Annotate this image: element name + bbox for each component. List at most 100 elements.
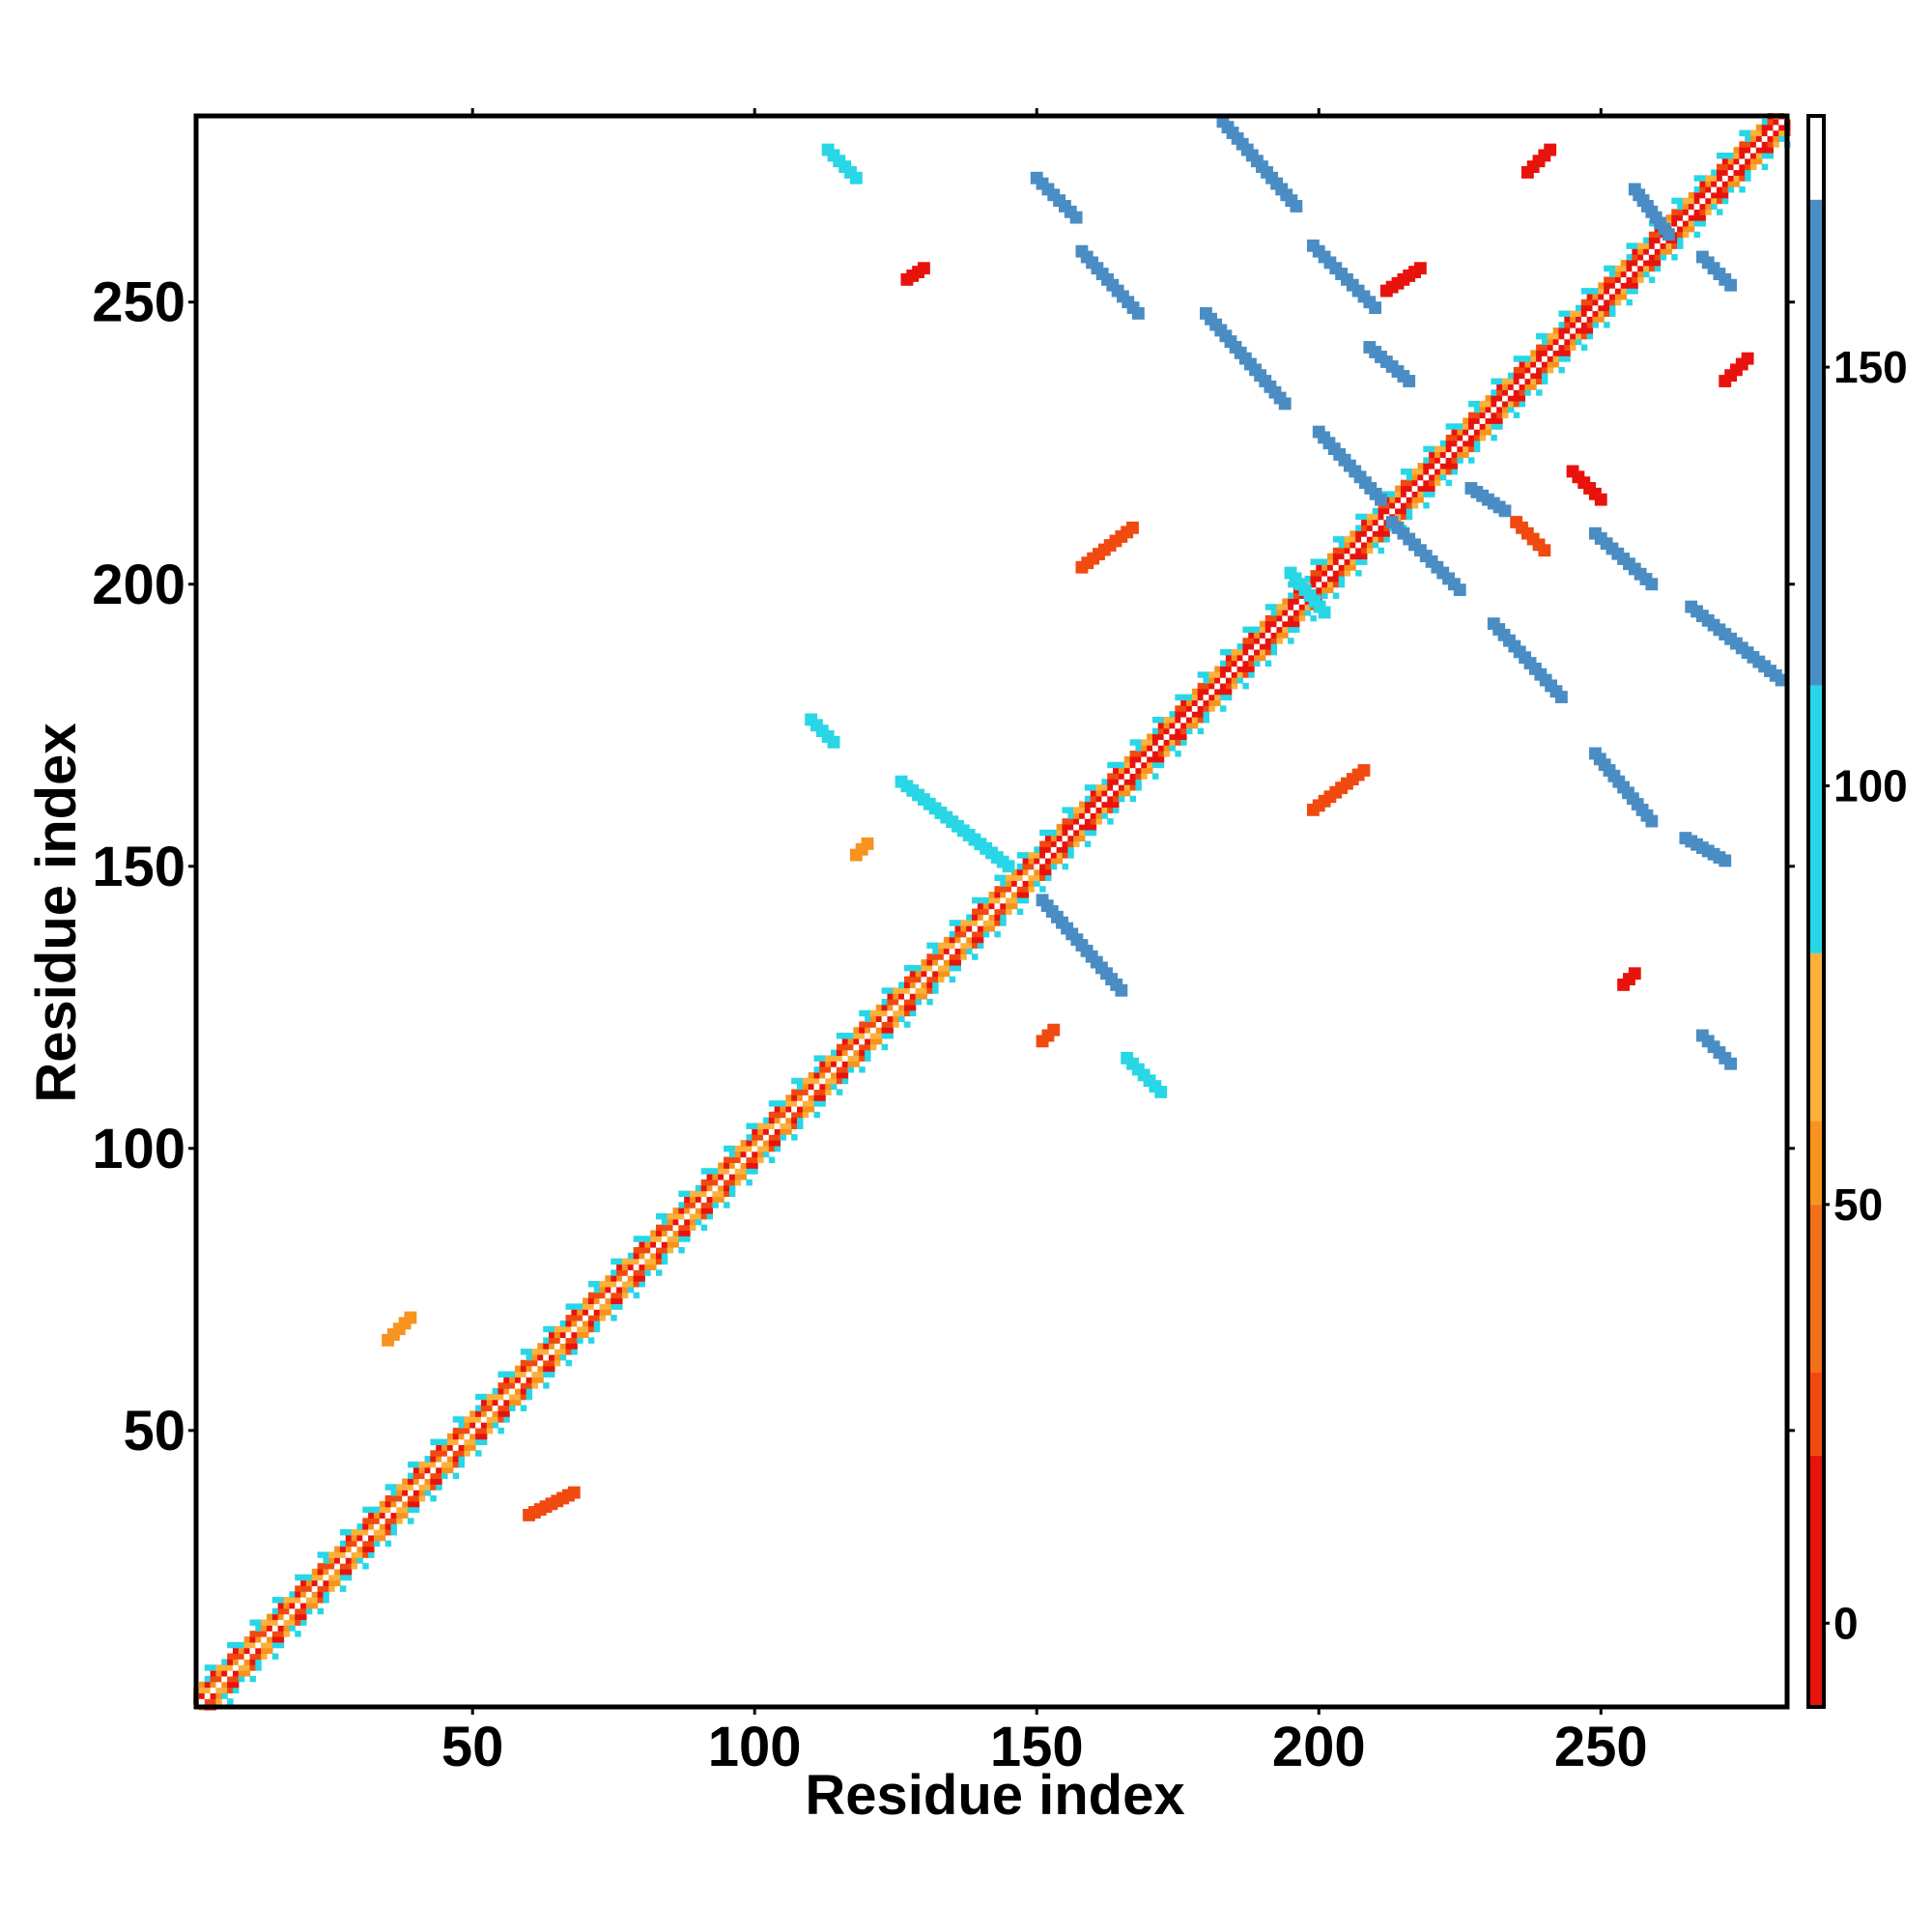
heatmap-cell <box>1473 440 1481 447</box>
x-tick-label: 100 <box>708 1716 802 1778</box>
heatmap-cell <box>684 1212 691 1220</box>
heatmap-cell <box>1604 288 1610 295</box>
heatmap-cell <box>1733 157 1740 165</box>
heatmap-cell <box>1711 191 1718 199</box>
heatmap-cell <box>1338 558 1346 565</box>
heatmap-cell <box>1761 163 1769 171</box>
heatmap-cell <box>1761 147 1769 154</box>
heatmap-cell <box>379 1523 386 1530</box>
heatmap-cell <box>577 1337 583 1344</box>
heatmap-cell <box>334 1546 341 1552</box>
heatmap-cell <box>1660 254 1667 261</box>
heatmap-cell <box>543 1353 550 1361</box>
heatmap-cell <box>412 1461 420 1468</box>
heatmap-cell <box>1580 304 1588 312</box>
heatmap-cell <box>1123 779 1131 785</box>
heatmap-cell <box>757 1140 764 1147</box>
heatmap-cell <box>1115 983 1128 997</box>
heatmap-cell <box>339 1551 347 1558</box>
heatmap-cell <box>424 1490 431 1496</box>
heatmap-cell <box>1575 327 1582 334</box>
heatmap-cell <box>1479 412 1487 419</box>
heatmap-cell <box>1293 614 1300 622</box>
heatmap-cell <box>644 1264 651 1270</box>
heatmap-cell <box>1688 220 1695 227</box>
heatmap-cell <box>1552 332 1560 340</box>
heatmap-cell <box>667 1236 674 1242</box>
heatmap-cell <box>1276 620 1283 628</box>
heatmap-cell <box>1327 564 1334 571</box>
heatmap-cell <box>1626 265 1633 272</box>
heatmap-cell <box>949 942 956 950</box>
heatmap-cell <box>802 1105 810 1113</box>
heatmap-cell <box>1554 691 1568 703</box>
heatmap-cell <box>1609 265 1616 272</box>
heatmap-cell <box>480 1416 488 1423</box>
heatmap-cell <box>238 1653 245 1660</box>
heatmap-cell <box>1344 558 1350 565</box>
heatmap-cell <box>1118 767 1125 775</box>
heatmap-cell <box>1716 197 1723 205</box>
heatmap-cell <box>932 953 939 960</box>
heatmap-cell <box>734 1162 742 1169</box>
heatmap-cell <box>1609 310 1616 317</box>
heatmap-cell <box>1739 129 1746 137</box>
heatmap-cell <box>351 1557 358 1564</box>
heatmap-cell <box>661 1212 668 1220</box>
heatmap-cell <box>1434 463 1441 469</box>
heatmap-cell <box>373 1518 381 1524</box>
heatmap-cell <box>695 1196 702 1203</box>
heatmap-cell <box>1050 852 1058 859</box>
heatmap-cell <box>204 1692 212 1699</box>
heatmap-cell <box>1006 886 1012 893</box>
heatmap-cell <box>1473 423 1481 430</box>
heatmap-cell <box>520 1405 527 1411</box>
heatmap-cell <box>1502 389 1509 396</box>
heatmap-cell <box>1208 677 1215 684</box>
heatmap-cell <box>966 930 973 938</box>
heatmap-cell <box>853 1043 860 1051</box>
heatmap-cell <box>1163 739 1171 746</box>
heatmap-cell <box>1242 648 1249 656</box>
heatmap-cell <box>345 1568 353 1576</box>
heatmap-cell <box>1705 175 1712 182</box>
heatmap-cell <box>249 1659 256 1665</box>
heatmap-cell <box>351 1529 358 1536</box>
heatmap-cell <box>424 1461 431 1468</box>
heatmap-cell <box>1665 214 1672 221</box>
heatmap-cell <box>1361 541 1368 549</box>
heatmap-cell <box>317 1591 325 1598</box>
heatmap-cell <box>1270 626 1278 633</box>
heatmap-cell <box>469 1438 476 1446</box>
heatmap-cell <box>1154 1085 1168 1098</box>
heatmap-cell <box>526 1388 533 1395</box>
heatmap-cell <box>1473 400 1481 408</box>
heatmap-cell <box>198 1687 206 1693</box>
heatmap-cell <box>1586 298 1594 306</box>
heatmap-cell <box>317 1563 325 1570</box>
heatmap-cell <box>780 1111 786 1119</box>
heatmap-cell <box>345 1563 353 1570</box>
heatmap-cell <box>718 1179 724 1186</box>
heatmap-cell <box>1648 248 1656 255</box>
heatmap-cell <box>938 948 945 954</box>
heatmap-cell <box>458 1444 466 1451</box>
heatmap-cell <box>424 1466 431 1474</box>
heatmap-cell <box>639 1252 645 1260</box>
heatmap-cell <box>384 1484 392 1491</box>
heatmap-cell <box>1693 220 1701 227</box>
heatmap-cell <box>1677 197 1684 205</box>
heatmap-cell <box>791 1134 798 1141</box>
heatmap-cell <box>841 1071 849 1079</box>
heatmap-cell <box>1383 530 1390 537</box>
heatmap-cell <box>949 920 956 926</box>
heatmap-cell <box>554 1349 561 1355</box>
heatmap-cell <box>1721 186 1729 193</box>
heatmap-cell <box>1614 293 1622 300</box>
heatmap-cell <box>1473 445 1481 453</box>
heatmap-cell <box>1434 445 1441 453</box>
heatmap-cell <box>1724 1057 1738 1070</box>
heatmap-cell <box>1028 863 1035 870</box>
heatmap-cell <box>1242 660 1249 668</box>
heatmap-cell <box>300 1607 307 1615</box>
